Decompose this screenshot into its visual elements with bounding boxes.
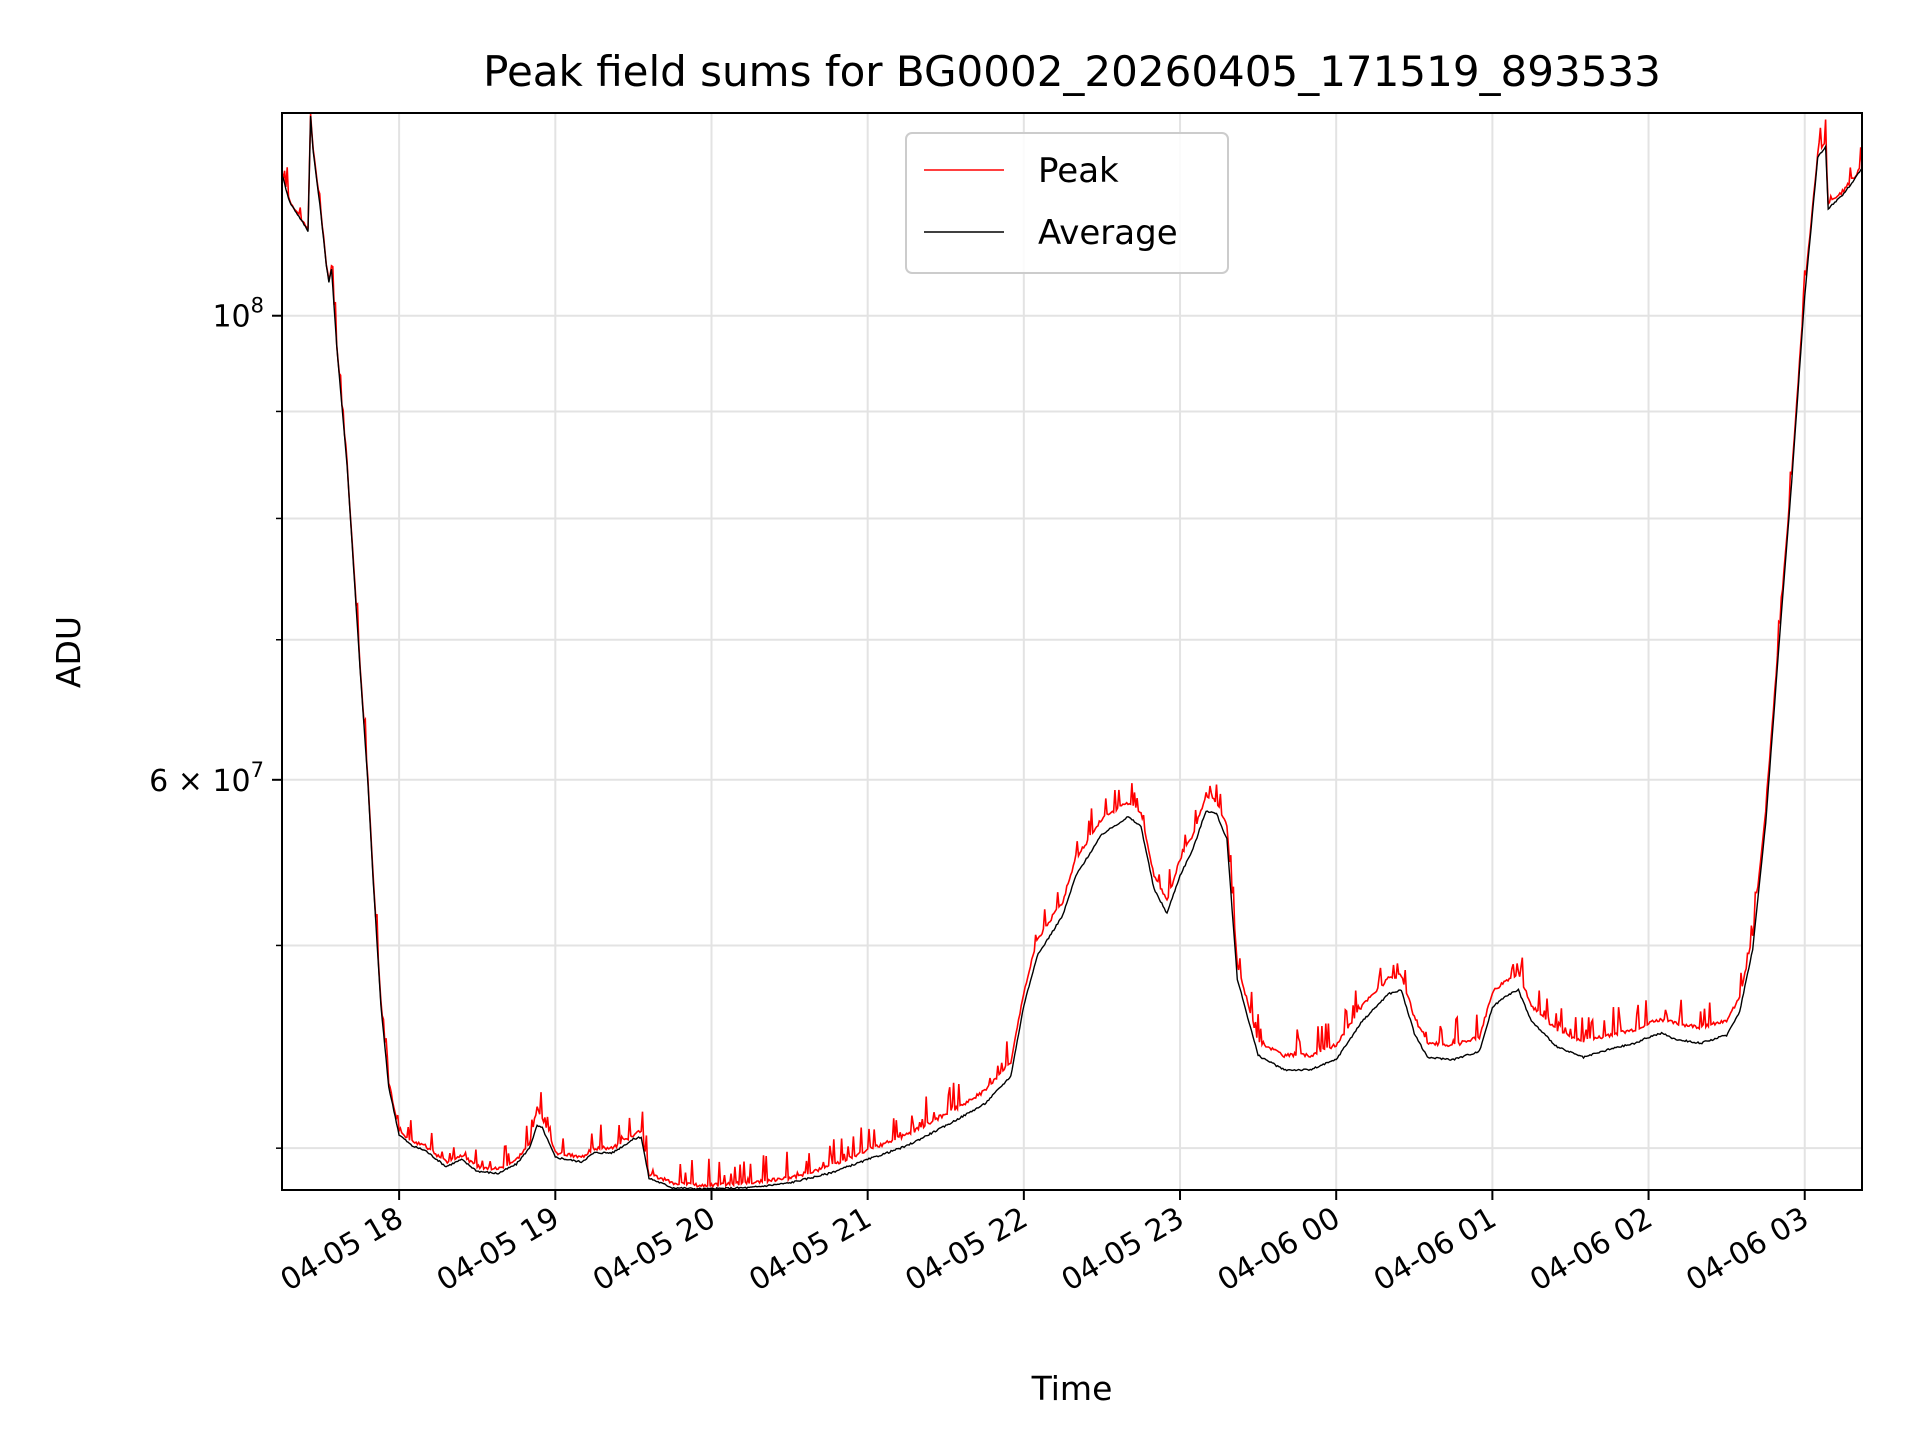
y-tick-multiplier: 6 × [149, 764, 212, 799]
plot-frame [281, 112, 1863, 1191]
legend: Peak Average [905, 132, 1229, 274]
chart-title: Peak field sums for BG0002_20260405_1715… [483, 47, 1661, 96]
legend-label-average: Average [1038, 213, 1178, 253]
legend-box [905, 132, 1229, 274]
y-tick-base: 10 [212, 764, 250, 799]
y-tick-base: 10 [212, 300, 250, 335]
legend-label-peak: Peak [1038, 151, 1119, 191]
series-line-average [282, 115, 1862, 1190]
y-axis-label: ADU [49, 616, 88, 688]
x-axis-label: Time [1031, 1369, 1113, 1408]
y-tick-exponent: 7 [251, 758, 264, 782]
series-line-peak [282, 114, 1862, 1189]
y-tick-label: 108 [212, 294, 264, 335]
grid [282, 113, 1862, 1190]
y-tick-label: 6 × 107 [149, 758, 264, 799]
y-tick-exponent: 8 [251, 294, 264, 318]
series-group [282, 114, 1862, 1190]
